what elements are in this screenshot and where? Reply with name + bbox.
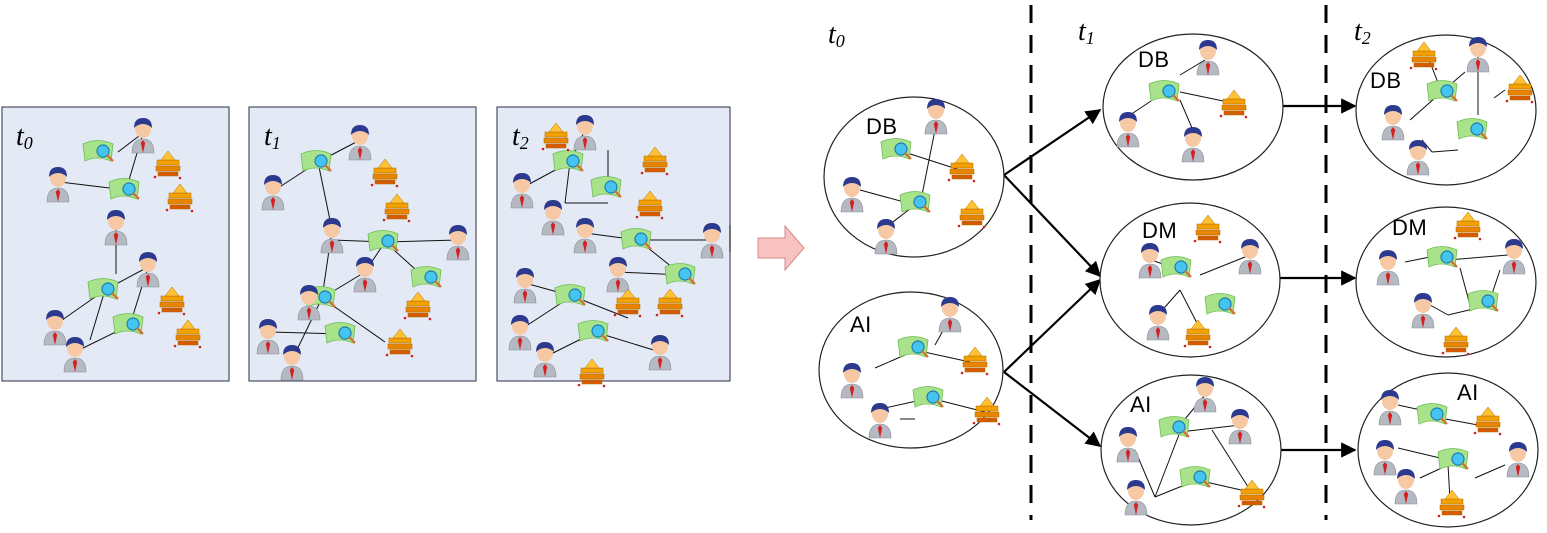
paper-icon <box>113 314 143 335</box>
paper-icon <box>1427 247 1457 268</box>
paper-icon <box>411 267 441 288</box>
paper-icon <box>555 285 585 306</box>
paper-icon <box>1417 404 1447 425</box>
paper-icon <box>591 177 621 198</box>
paper-icon <box>1427 81 1457 102</box>
paper-icon <box>325 323 355 344</box>
community-dm-t2: DM <box>1356 207 1536 357</box>
paper-icon <box>665 264 695 285</box>
community-label: AI <box>1130 392 1152 417</box>
paper-icon <box>1159 417 1189 438</box>
paper-icon <box>898 337 928 358</box>
time-label-t1: t1 <box>1078 16 1095 48</box>
community-db-t2: DB <box>1356 35 1536 185</box>
snapshot-panel-t1: t1 <box>249 107 476 381</box>
paper-icon <box>301 151 331 172</box>
community-dm-t1: DM <box>1100 203 1280 357</box>
paper-icon <box>109 179 139 200</box>
community-label: DM <box>1142 218 1177 243</box>
snapshot-panel-t2: t2 <box>497 107 730 387</box>
paper-icon <box>368 231 398 252</box>
community-label: AI <box>1457 380 1479 405</box>
paper-icon <box>88 279 118 300</box>
community-label: DM <box>1392 215 1427 240</box>
paper-icon <box>1438 449 1468 470</box>
community-db-t1: DB <box>1103 34 1283 180</box>
snapshot-panel-t0: t0 <box>2 107 229 381</box>
community-label: DB <box>1138 47 1170 72</box>
community-label: AI <box>850 312 872 337</box>
community-ai-t1: AI <box>1101 375 1281 525</box>
community-ai-t0: AI <box>819 292 1003 448</box>
paper-icon <box>1457 119 1487 140</box>
paper-icon <box>1205 294 1235 315</box>
time-label-t2: t2 <box>1354 16 1371 48</box>
community-label: DB <box>1370 68 1402 93</box>
paper-icon <box>881 139 911 160</box>
community-label: DB <box>866 114 898 139</box>
paper-icon <box>913 387 943 408</box>
paper-icon <box>1149 81 1179 102</box>
paper-icon <box>1180 467 1210 488</box>
paper-icon <box>83 141 113 162</box>
community-ai-t2: AI <box>1358 373 1538 527</box>
community-db-t0: DB <box>824 97 1004 257</box>
paper-icon <box>621 229 651 250</box>
paper-icon <box>1468 291 1498 312</box>
paper-icon <box>578 321 608 342</box>
time-label-t0: t0 <box>828 19 845 51</box>
paper-icon <box>1161 257 1191 278</box>
paper-icon <box>553 151 583 172</box>
paper-icon <box>900 192 930 213</box>
transition-arrow <box>758 226 804 270</box>
